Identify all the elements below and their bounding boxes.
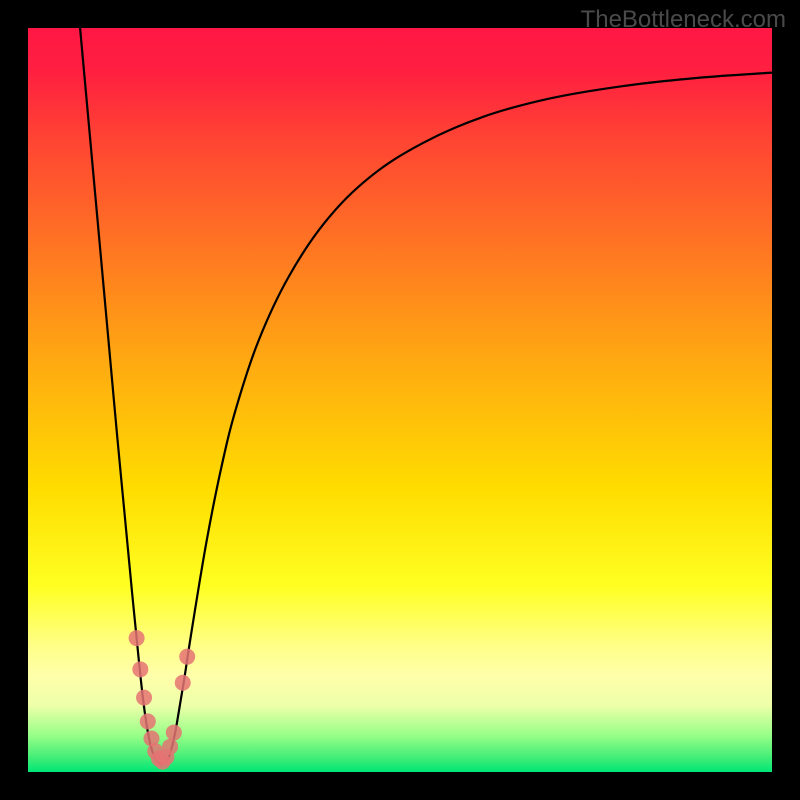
data-marker <box>132 661 148 677</box>
data-marker <box>166 725 182 741</box>
chart-svg <box>0 0 800 800</box>
data-marker <box>162 739 178 755</box>
data-marker <box>175 675 191 691</box>
data-marker <box>179 649 195 665</box>
data-marker <box>136 690 152 706</box>
data-marker <box>140 713 156 729</box>
data-marker <box>129 630 145 646</box>
bottleneck-chart: TheBottleneck.com <box>0 0 800 800</box>
watermark-text: TheBottleneck.com <box>581 6 786 34</box>
